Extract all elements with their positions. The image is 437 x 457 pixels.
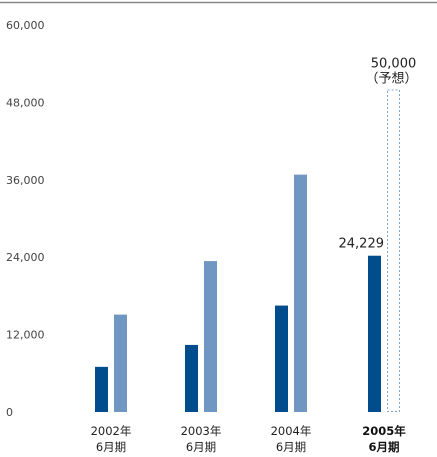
y-tick-label: 24,000 [6, 251, 45, 264]
x-tick-label-period: 6月期 [276, 440, 306, 454]
x-tick-label-period: 6月期 [96, 440, 126, 454]
forecast-note-label: （予想） [365, 71, 417, 87]
forecast-bar [387, 89, 400, 412]
x-tick-label-year: 2005年 [362, 424, 406, 438]
x-axis: 2002年 6月期 2003年 6月期 2004年 6月期 2005年 6月期 [91, 424, 407, 454]
x-tick-label-year: 2003年 [181, 424, 222, 438]
y-tick-label: 0 [6, 406, 13, 419]
y-tick-label: 12,000 [6, 329, 45, 342]
y-axis: 60,000 48,000 36,000 24,000 12,000 0 [6, 19, 45, 419]
bar-series-2 [204, 261, 217, 412]
bar-series-1 [368, 255, 381, 412]
y-tick-label: 48,000 [6, 96, 45, 109]
x-tick-label-year: 2004年 [271, 424, 312, 438]
forecast-value-label: 50,000 [371, 57, 417, 72]
y-tick-label: 60,000 [6, 19, 45, 32]
bar-series-1 [185, 344, 198, 412]
bar-series-1 [275, 305, 288, 412]
bar-series-2 [114, 314, 127, 412]
actual-value-label: 24,229 [339, 237, 385, 252]
x-tick-label-period: 6月期 [368, 440, 399, 454]
bar-series-1 [95, 366, 108, 412]
bars [95, 89, 400, 412]
x-tick-label-period: 6月期 [186, 440, 216, 454]
x-tick-label-year: 2002年 [91, 424, 132, 438]
y-tick-label: 36,000 [6, 174, 45, 187]
bar-series-2 [294, 174, 307, 412]
annotations: 24,229 50,000 （予想） [339, 57, 418, 252]
